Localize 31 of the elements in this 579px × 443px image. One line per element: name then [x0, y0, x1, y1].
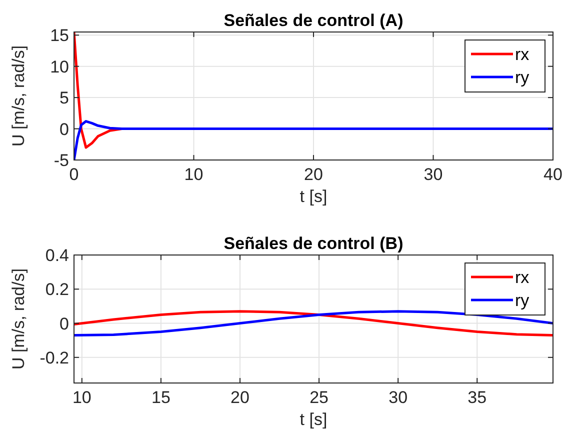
line-series [74, 310, 553, 336]
legend-label: ry [515, 291, 530, 310]
x-tick-label: 20 [304, 165, 323, 184]
y-tick-label: -5 [54, 151, 69, 170]
legend-label: ry [515, 68, 530, 87]
y-tick-label: -0.2 [40, 348, 69, 368]
x-tick-label: 40 [544, 165, 562, 184]
chart-title: Señales de control (B) [224, 234, 404, 253]
y-axis-title: U [m/s, rad/s] [9, 45, 28, 147]
legend-label: rx [515, 45, 530, 64]
x-tick-label: 20 [230, 388, 250, 407]
x-tick-label: 10 [184, 165, 204, 184]
x-tick-label: 15 [151, 388, 170, 407]
x-axis-title: t [s] [300, 187, 328, 206]
x-tick-label: 30 [424, 165, 443, 184]
x-tick-label: 10 [72, 388, 92, 407]
y-tick-label: 0 [60, 120, 69, 139]
x-tick-label: 25 [310, 388, 328, 407]
y-axis-title: U [m/s, rad/s] [9, 268, 28, 370]
y-tick-label: 15 [50, 26, 69, 46]
x-tick-label: 30 [388, 388, 408, 407]
line-series [74, 120, 553, 160]
y-tick-label: 5 [60, 88, 69, 108]
y-tick-label: 10 [50, 57, 69, 76]
chart-title: Señales de control (A) [224, 11, 404, 30]
y-tick-label: 0.2 [45, 280, 69, 300]
legend-label: rx [515, 268, 530, 287]
y-tick-label: 0 [60, 314, 69, 334]
x-axis-title: t [s] [300, 410, 328, 429]
x-tick-label: 35 [468, 388, 487, 407]
y-tick-label: 0.4 [45, 246, 69, 265]
